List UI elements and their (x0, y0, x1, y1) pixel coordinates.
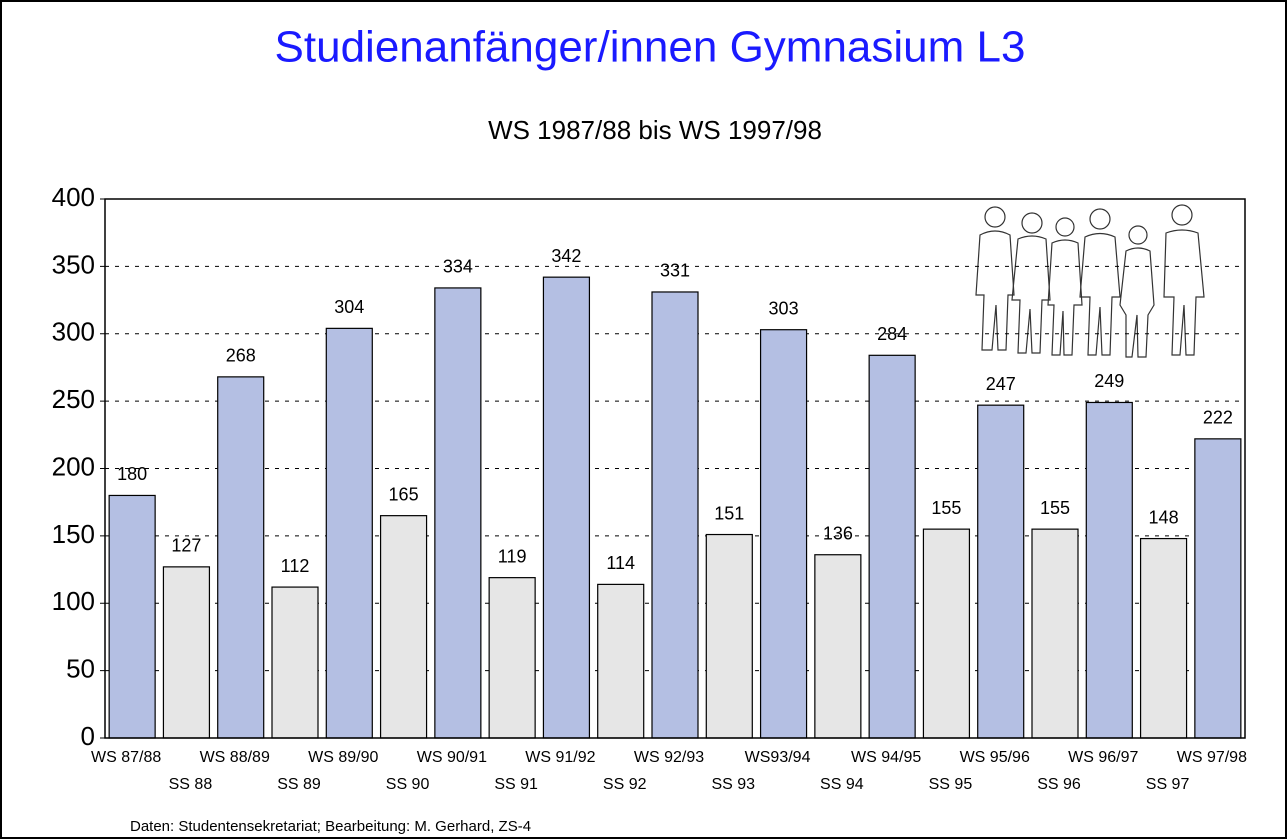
x-tick-label: SS 90 (386, 776, 430, 793)
data-label: 127 (171, 536, 201, 556)
y-tick-label: 0 (81, 721, 95, 751)
bar (489, 578, 535, 738)
data-label: 151 (714, 503, 744, 523)
bar (869, 355, 915, 738)
y-tick-label: 100 (52, 586, 95, 616)
data-label: 112 (281, 556, 310, 576)
x-tick-label: WS 87/88 (91, 749, 161, 766)
x-tick-label: WS 92/93 (634, 749, 704, 766)
data-label: 136 (823, 523, 853, 543)
bar (815, 555, 861, 738)
bar (761, 330, 807, 738)
data-label: 119 (498, 546, 527, 566)
bar (163, 567, 209, 738)
footnote: Daten: Studentensekretariat; Bearbeitung… (130, 818, 531, 835)
y-tick-label: 300 (52, 317, 95, 347)
data-label: 334 (443, 257, 473, 277)
y-tick-label: 50 (66, 654, 95, 684)
x-tick-label: WS 97/98 (1177, 749, 1247, 766)
y-tick-label: 400 (52, 182, 95, 212)
data-label: 342 (551, 246, 581, 266)
data-label: 303 (769, 298, 799, 318)
y-tick-label: 350 (52, 249, 95, 279)
x-tick-label: WS 91/92 (525, 749, 595, 766)
x-tick-label: SS 89 (277, 776, 321, 793)
bar (109, 495, 155, 738)
x-tick-label: SS 97 (1146, 776, 1190, 793)
bar (1141, 539, 1187, 738)
data-label: 155 (931, 498, 961, 518)
data-label: 165 (389, 484, 419, 504)
x-tick-label: WS 89/90 (308, 749, 378, 766)
x-tick-label: WS 96/97 (1068, 749, 1138, 766)
bar (272, 587, 318, 738)
bar (543, 277, 589, 738)
y-tick-label: 250 (52, 384, 95, 414)
chart-subtitle: WS 1987/88 bis WS 1997/98 (488, 115, 822, 145)
chart: Studienanfänger/innen Gymnasium L3 WS 19… (0, 0, 1287, 839)
bar (1195, 439, 1241, 738)
bar (1032, 529, 1078, 738)
y-tick-label: 200 (52, 451, 95, 481)
x-tick-label: SS 92 (603, 776, 647, 793)
data-label: 222 (1203, 408, 1233, 428)
bar (652, 292, 698, 738)
bar (978, 405, 1024, 738)
bar (326, 328, 372, 738)
data-label: 247 (986, 374, 1016, 394)
data-label: 249 (1094, 371, 1124, 391)
data-label: 114 (606, 553, 635, 573)
bar (598, 584, 644, 738)
x-tick-label: WS 94/95 (851, 749, 921, 766)
data-label: 284 (877, 324, 907, 344)
chart-title: Studienanfänger/innen Gymnasium L3 (275, 23, 1026, 72)
data-label: 155 (1040, 498, 1070, 518)
x-tick-label: SS 96 (1037, 776, 1081, 793)
bar (923, 529, 969, 738)
data-label: 331 (660, 261, 690, 281)
x-tick-label: WS 88/89 (200, 749, 270, 766)
x-tick-label: WS93/94 (745, 749, 811, 766)
data-label: 304 (334, 297, 364, 317)
bar (1086, 402, 1132, 738)
x-tick-label: WS 90/91 (417, 749, 487, 766)
data-label: 268 (226, 346, 256, 366)
x-tick-label: WS 95/96 (960, 749, 1030, 766)
data-label: 148 (1149, 507, 1179, 527)
x-tick-label: SS 91 (494, 776, 538, 793)
x-tick-label: SS 88 (169, 776, 213, 793)
x-tick-label: SS 94 (820, 776, 864, 793)
x-tick-label: SS 95 (929, 776, 973, 793)
bar (706, 535, 752, 738)
bar (218, 377, 264, 738)
bar (381, 516, 427, 738)
bar (435, 288, 481, 738)
x-tick-label: SS 93 (711, 776, 755, 793)
data-label: 180 (117, 464, 147, 484)
y-tick-label: 150 (52, 519, 95, 549)
